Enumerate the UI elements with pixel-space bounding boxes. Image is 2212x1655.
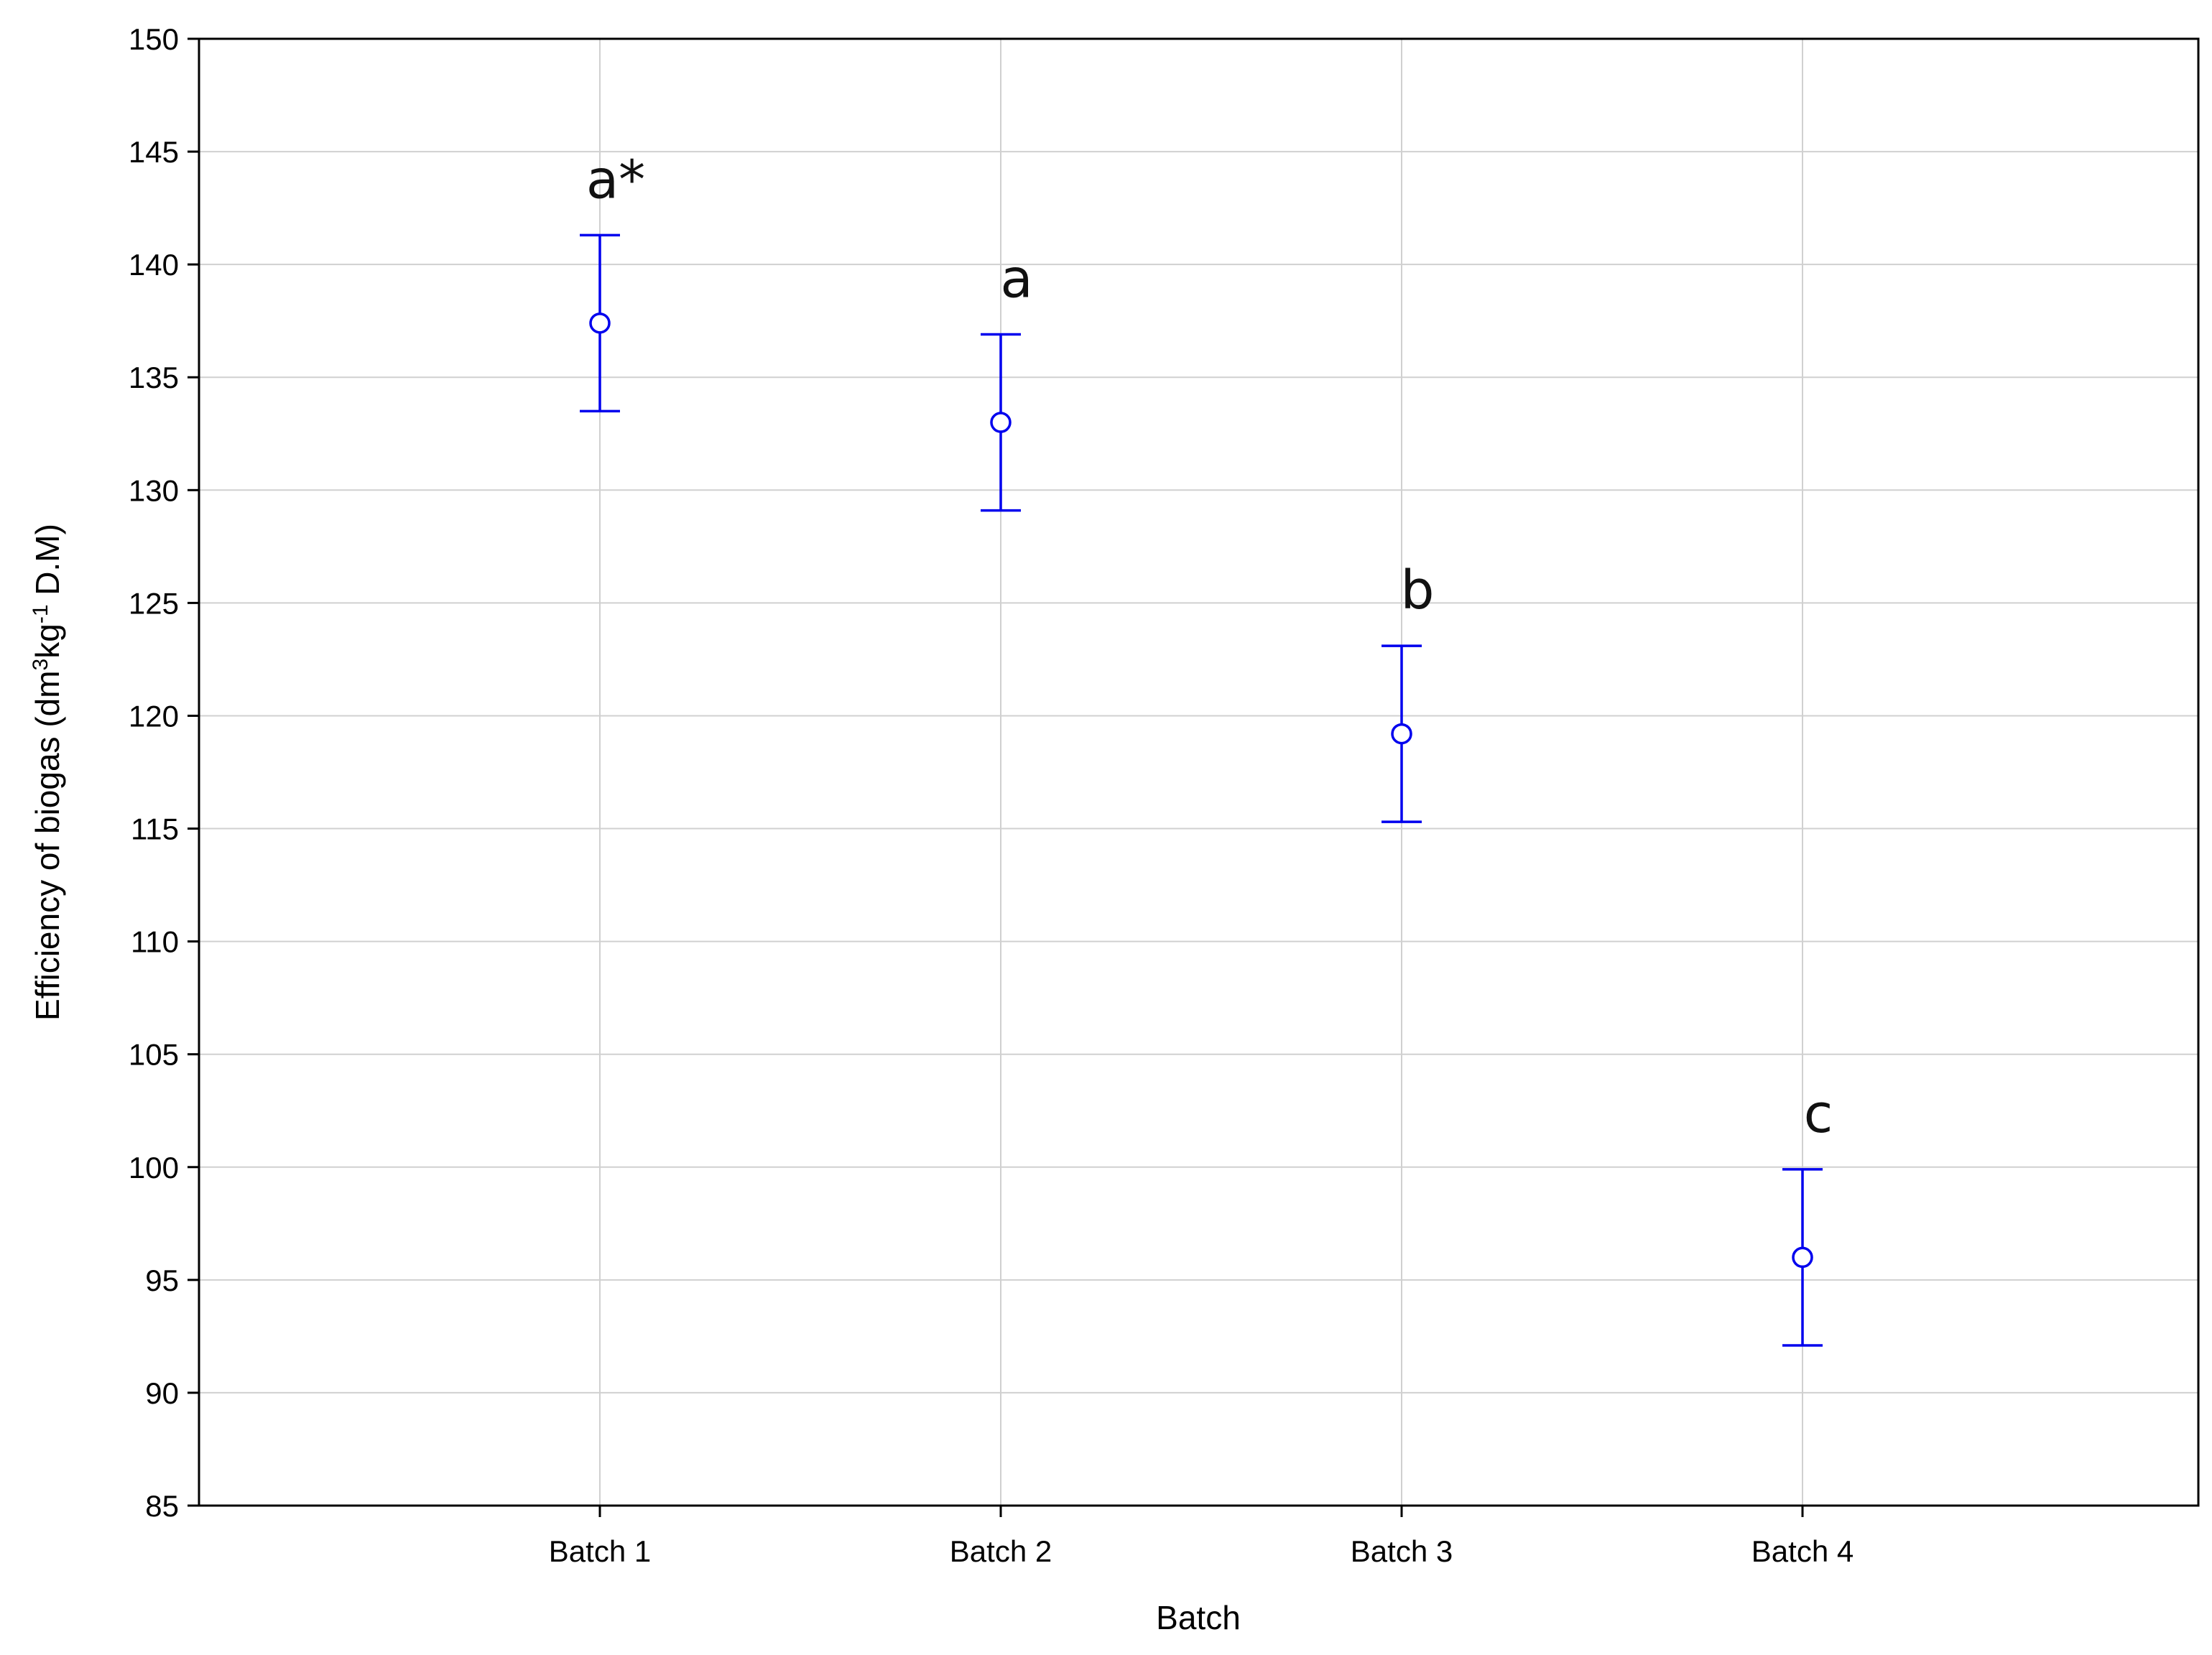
x-tick-label: Batch 3 <box>1351 1534 1453 1568</box>
mean-point <box>990 412 1012 433</box>
y-tick-labels: 85 90 95 100 105 110 115 120 125 130 135 140 145 150 <box>129 22 179 1523</box>
mean-point <box>1792 1246 1813 1269</box>
significance-labels: a* a b c <box>586 149 1833 1145</box>
x-tick-label: Batch 4 <box>1751 1534 1854 1568</box>
y-tick-label: 130 <box>129 473 179 507</box>
y-tick-label: 120 <box>129 699 179 733</box>
significance-label: b <box>1401 560 1435 621</box>
y-tick-label: 140 <box>129 248 179 282</box>
y-tick-label: 90 <box>145 1376 179 1410</box>
y-axis-title-sup-2: -1 <box>29 604 52 623</box>
y-tick-label: 85 <box>145 1489 179 1523</box>
axis-ticks <box>188 37 1804 1517</box>
significance-label: c <box>1804 1083 1833 1145</box>
x-axis-title: Batch <box>1156 1599 1241 1636</box>
y-axis-title-part-1: Efficiency of biogas (dm <box>29 670 66 1021</box>
x-tick-labels: Batch 1 Batch 2 Batch 3 Batch 4 <box>549 1534 1854 1568</box>
mean-point <box>589 312 611 334</box>
x-tick-label: Batch 2 <box>950 1534 1052 1568</box>
significance-label: a* <box>586 149 645 210</box>
plot-frame <box>198 37 2200 1507</box>
significance-label: a <box>1000 249 1032 310</box>
y-tick-label: 100 <box>129 1151 179 1185</box>
y-tick-label: 145 <box>129 135 179 169</box>
x-tick-label: Batch 1 <box>549 1534 651 1568</box>
y-tick-label: 135 <box>129 361 179 394</box>
y-tick-label: 110 <box>131 925 179 959</box>
grid-lines <box>199 39 2198 1506</box>
y-axis-title: Efficiency of biogas (dm3kg-1 D.M) <box>29 524 66 1021</box>
mean-point <box>1391 723 1412 745</box>
y-tick-label: 125 <box>129 586 179 620</box>
y-tick-label: 95 <box>145 1264 179 1297</box>
y-axis-title-sup-1: 3 <box>29 659 52 671</box>
y-tick-label: 105 <box>129 1038 179 1072</box>
y-axis-title-part-2: kg <box>29 623 66 659</box>
y-axis-title-part-3: D.M) <box>29 524 66 604</box>
mean-series <box>580 233 1823 1347</box>
y-tick-label: 115 <box>131 812 179 846</box>
y-tick-label: 150 <box>129 22 179 56</box>
